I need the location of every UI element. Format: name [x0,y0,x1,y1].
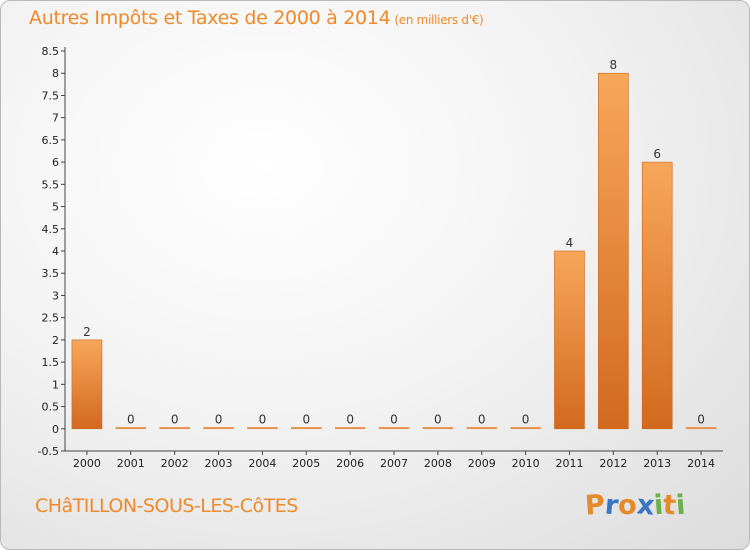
y-tick-label: 7.5 [42,89,60,102]
bar [554,250,585,430]
bar [598,72,629,430]
bar [422,426,454,430]
logo-letter: o [617,489,638,522]
x-tick-label: 2009 [468,457,496,470]
y-tick-label: 3 [52,289,59,302]
bar-value-label: 4 [566,236,574,250]
bar [466,426,498,430]
x-tick-label: 2011 [555,457,583,470]
bar-value-label: 0 [346,412,354,426]
commune-name: CHâTILLON-SOUS-LES-CôTES [35,495,298,517]
bar [290,426,322,430]
y-tick-label: 7 [52,112,59,125]
bar-value-label: 0 [522,412,530,426]
logo-letter: i [675,489,687,522]
bar [115,426,147,430]
bar-value-label: 2 [83,325,91,339]
y-tick-label: 3.5 [42,267,60,280]
y-tick-label: -0.5 [38,445,59,458]
x-tick-label: 2006 [336,457,364,470]
x-tick-label: 2013 [643,457,671,470]
bar [685,426,717,430]
x-tick-label: 2005 [292,457,320,470]
bar [378,426,410,430]
y-tick-label: 0.5 [42,401,60,414]
y-tick-label: 5.5 [42,178,60,191]
y-tick-label: 2 [52,334,59,347]
x-tick-label: 2002 [161,457,189,470]
bar-value-label: 6 [653,147,661,161]
y-tick-label: 0 [52,423,59,436]
y-tick-label: 4.5 [42,223,60,236]
bar-value-label: 0 [390,412,398,426]
x-tick-label: 2014 [687,457,715,470]
x-tick-label: 2008 [424,457,452,470]
x-tick-label: 2012 [599,457,627,470]
y-tick-label: 4 [52,245,59,258]
y-tick-label: 1.5 [42,356,60,369]
y-tick-label: 6.5 [42,134,60,147]
x-tick-label: 2010 [512,457,540,470]
bar [247,426,278,430]
bar [71,339,103,430]
bar-value-label: 0 [215,412,223,426]
bar-value-label: 0 [302,412,310,426]
bar-value-label: 0 [171,412,179,426]
y-tick-label: 8.5 [42,45,60,58]
y-tick-label: 8 [52,67,59,80]
chart-unit: (en milliers d'€) [394,13,484,27]
x-tick-label: 2003 [205,457,233,470]
y-tick-label: 1 [52,378,59,391]
x-tick-label: 2001 [117,457,145,470]
y-tick-label: 2.5 [42,312,60,325]
bar [641,161,673,430]
bar-value-label: 0 [697,412,705,426]
bar [334,426,366,430]
chart-title-text: Autres Impôts et Taxes de 2000 à 2014 [29,7,391,29]
bar-value-label: 8 [610,58,618,72]
bar-value-label: 0 [434,412,442,426]
proxiti-logo: Proxiti [583,489,687,522]
bar-value-label: 0 [478,412,486,426]
y-tick-label: 5 [52,201,59,214]
logo-letter: P [583,489,606,522]
x-tick-label: 2007 [380,457,408,470]
bar [159,426,190,430]
y-tick-label: 6 [52,156,59,169]
bar [510,426,541,430]
bar-value-label: 0 [259,412,267,426]
bar-value-label: 0 [127,412,135,426]
x-tick-label: 2000 [73,457,101,470]
x-tick-label: 2004 [248,457,276,470]
bar [203,426,234,430]
chart-title: Autres Impôts et Taxes de 2000 à 2014 (en… [29,7,484,29]
